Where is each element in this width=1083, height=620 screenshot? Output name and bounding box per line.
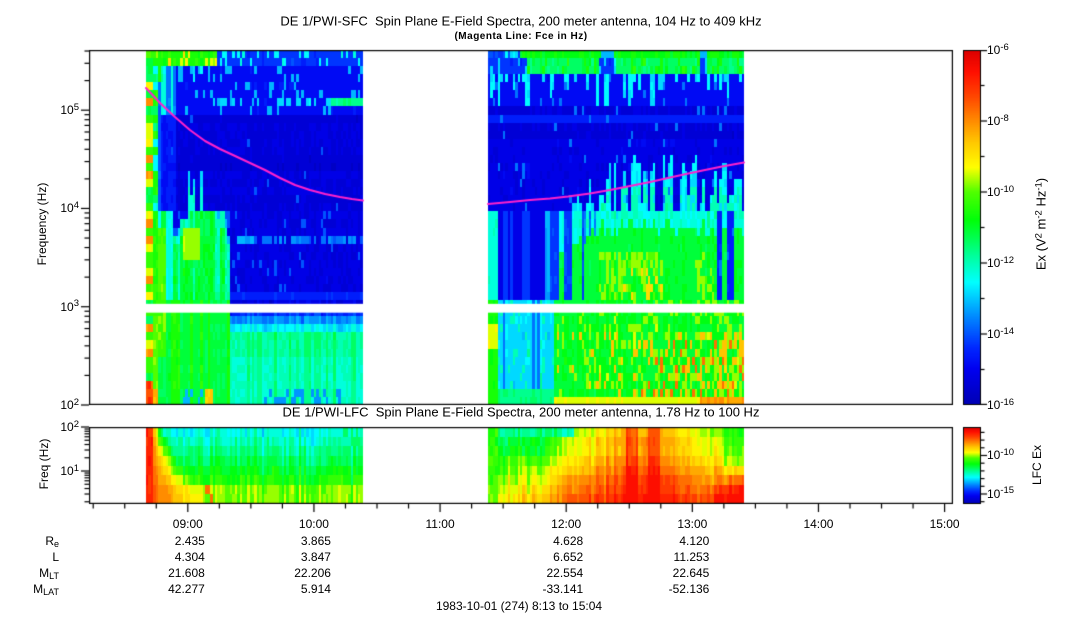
ephemeris-value: -33.141: [542, 581, 584, 596]
superscript: -6: [1000, 41, 1009, 53]
time-tick-label: 13:00: [677, 517, 708, 531]
freq-tick-label: 102: [60, 418, 79, 434]
freq-tick-label: 101: [60, 462, 79, 478]
freq-tick-label: 104: [60, 199, 79, 216]
time-tick-label: 10:00: [298, 517, 329, 531]
subscript: LT: [49, 571, 59, 581]
ephemeris-value: 22.206: [294, 565, 331, 580]
superscript: 2: [73, 418, 79, 430]
ephemeris-row-label: MLT: [39, 565, 59, 581]
ephemeris-value: 21.608: [168, 565, 205, 580]
superscript: -8: [1000, 112, 1009, 124]
time-tick-label: 12:00: [551, 517, 582, 531]
superscript: 5: [73, 101, 79, 113]
time-tick-label: 14:00: [803, 517, 834, 531]
sfc-y-axis-label: Frequency (Hz): [35, 182, 49, 266]
superscript: 4: [73, 199, 79, 211]
colorbar-tick-label: 10-10: [987, 183, 1015, 199]
superscript: -15: [1000, 485, 1015, 497]
superscript: -2: [1032, 210, 1044, 219]
ephemeris-value: 22.645: [672, 565, 710, 580]
ephemeris-value: 11.253: [673, 549, 710, 564]
colorbar-tick-label: 10-16: [987, 396, 1015, 412]
superscript: -12: [1000, 254, 1015, 266]
ephemeris-value: 22.554: [546, 565, 584, 580]
lfc-y-axis-label: Freq (Hz): [37, 438, 51, 490]
ephemeris-value: 3.865: [300, 533, 331, 548]
time-tick-label: 11:00: [425, 517, 455, 531]
superscript: -10: [1000, 446, 1015, 458]
colorbar-tick-label: 10-8: [987, 112, 1009, 128]
superscript: -14: [1000, 325, 1015, 337]
ephemeris-value: 5.914: [300, 581, 331, 596]
superscript: -16: [1000, 396, 1015, 408]
ephemeris-row-label: L: [52, 549, 59, 564]
colorbar-tick-label: 10-12: [987, 254, 1015, 270]
ephemeris-value: 6.652: [553, 549, 584, 564]
subscript: LAT: [43, 587, 59, 597]
lfc-panel-title: DE 1/PWI-LFC Spin Plane E-Field Spectra,…: [282, 404, 760, 420]
superscript: 2: [73, 396, 79, 408]
ephemeris-row-label: MLAT: [33, 581, 59, 597]
ephemeris-value: 2.435: [174, 533, 205, 548]
freq-tick-label: 103: [60, 297, 79, 314]
ephemeris-value: 4.304: [174, 549, 205, 564]
ephemeris-value: 4.628: [553, 533, 584, 548]
ephemeris-value: 42.277: [168, 581, 205, 596]
ephemeris-value: 4.120: [679, 533, 710, 548]
superscript: 1: [73, 462, 79, 474]
ephemeris-value: -52.136: [668, 581, 710, 596]
ephemeris-row-label: Re: [45, 533, 59, 549]
superscript: -1: [1032, 182, 1044, 191]
sfc-panel-subtitle: (Magenta Line: Fce in Hz): [454, 31, 588, 42]
time-tick-label: 15:00: [929, 517, 960, 531]
colorbar-tick-label: 10-14: [987, 325, 1015, 341]
time-tick-label: 09:00: [172, 517, 203, 531]
ephemeris-value: 3.847: [300, 549, 331, 564]
sfc-colorbar-label: Ex (V2 m-2 Hz-1): [1032, 177, 1049, 271]
subscript: e: [53, 539, 59, 549]
freq-tick-label: 102: [60, 396, 79, 412]
freq-tick-label: 105: [60, 101, 79, 117]
superscript: 3: [73, 297, 79, 309]
superscript: 2: [1032, 233, 1044, 239]
colorbar-tick-label: 10-10: [987, 446, 1015, 463]
date-range-footer: 1983-10-01 (274) 8:13 to 15:04: [435, 599, 603, 613]
colorbar-tick-label: 10-6: [987, 41, 1009, 57]
superscript: -10: [1000, 183, 1015, 195]
colorbar-tick-label: 10-15: [987, 485, 1015, 501]
sfc-panel-title: DE 1/PWI-SFC Spin Plane E-Field Spectra,…: [280, 13, 762, 29]
lfc-colorbar-label: LFC Ex: [1030, 444, 1044, 486]
